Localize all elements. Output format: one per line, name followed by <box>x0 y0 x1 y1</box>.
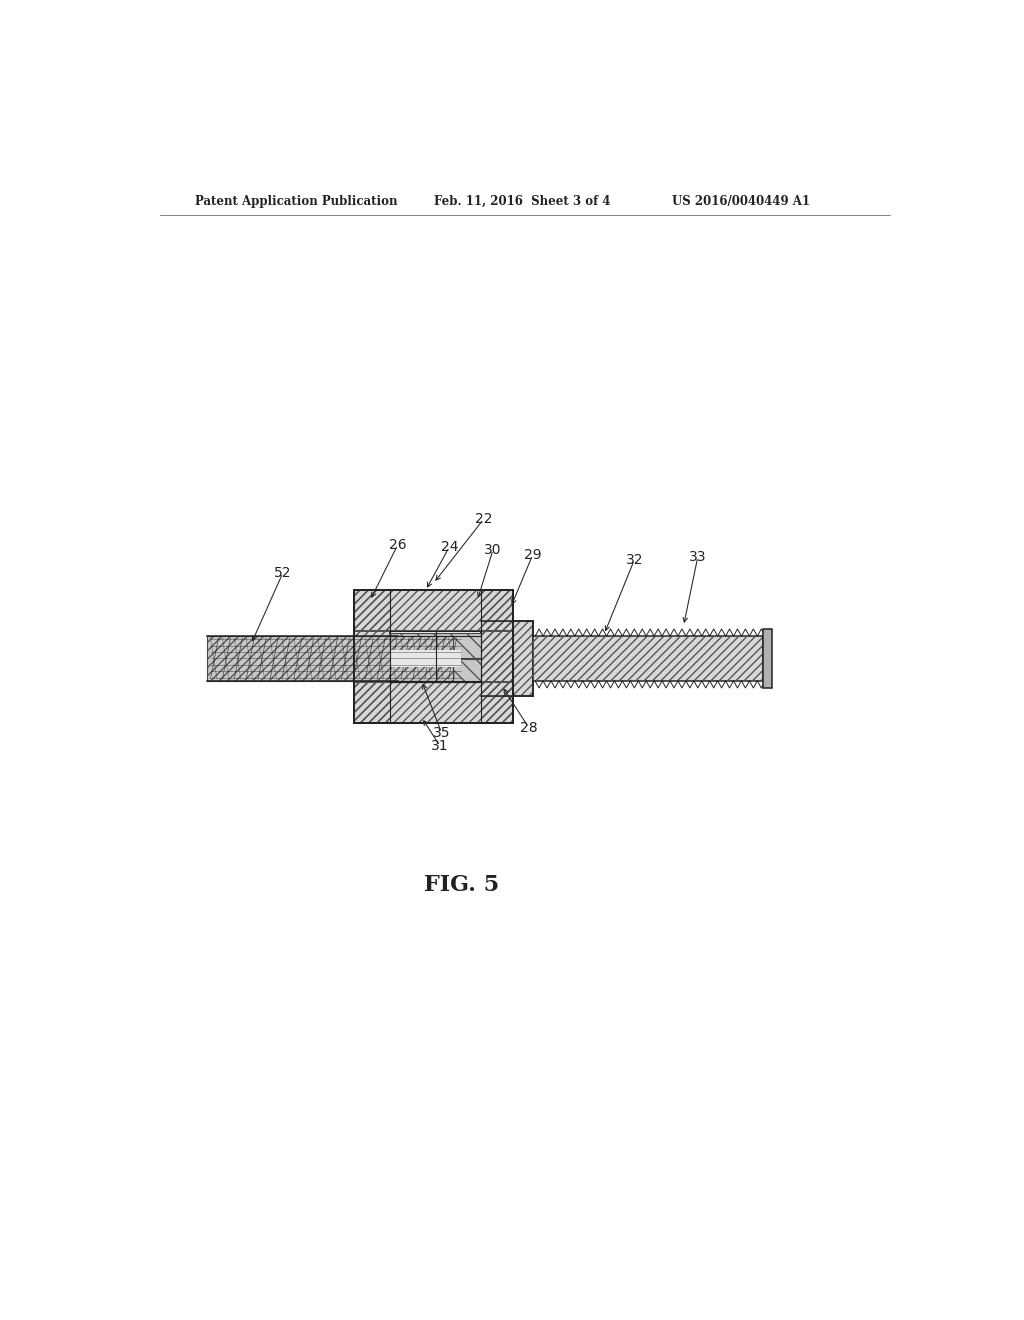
Bar <box>481 620 532 696</box>
Text: Patent Application Publication: Patent Application Publication <box>196 194 398 207</box>
Bar <box>481 590 513 722</box>
Bar <box>532 636 763 681</box>
Bar <box>763 630 772 688</box>
Text: 26: 26 <box>389 537 407 552</box>
Bar <box>354 682 513 722</box>
Bar <box>207 636 454 681</box>
Text: FIG. 5: FIG. 5 <box>424 874 499 896</box>
Bar <box>390 660 481 682</box>
Bar <box>390 651 461 667</box>
Text: 24: 24 <box>440 540 458 553</box>
Bar <box>207 636 454 681</box>
Bar <box>390 634 481 659</box>
Text: Feb. 11, 2016  Sheet 3 of 4: Feb. 11, 2016 Sheet 3 of 4 <box>433 194 610 207</box>
Text: 28: 28 <box>520 721 538 735</box>
Bar <box>481 620 532 696</box>
Bar <box>390 660 481 682</box>
Bar <box>354 682 513 722</box>
Bar <box>354 590 513 631</box>
Text: 22: 22 <box>475 512 493 527</box>
Text: 32: 32 <box>626 553 643 566</box>
Text: 31: 31 <box>431 739 449 752</box>
Bar <box>390 634 481 659</box>
Text: US 2016/0040449 A1: US 2016/0040449 A1 <box>672 194 810 207</box>
Text: 29: 29 <box>524 548 542 562</box>
Bar <box>532 636 763 681</box>
Text: 30: 30 <box>484 543 502 557</box>
Text: 33: 33 <box>689 550 707 564</box>
Bar <box>354 590 513 631</box>
Text: 35: 35 <box>433 726 451 739</box>
Bar <box>481 590 513 722</box>
Bar <box>354 590 390 722</box>
Bar <box>354 590 390 722</box>
Text: 52: 52 <box>274 566 292 579</box>
